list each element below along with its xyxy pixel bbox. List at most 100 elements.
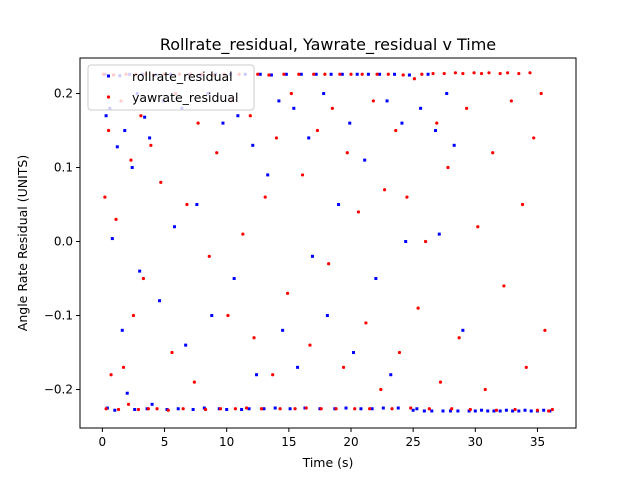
data-point-yawrate_residual <box>312 72 316 76</box>
data-point-yawrate_residual <box>405 195 409 199</box>
x-tick-label: 5 <box>161 435 169 449</box>
y-tick-label: 0.2 <box>54 87 73 101</box>
data-point-rollrate_residual <box>281 328 285 332</box>
data-point-yawrate_residual <box>282 72 286 76</box>
data-point-rollrate_residual <box>419 106 423 110</box>
data-point-rollrate_residual <box>404 240 408 244</box>
data-point-rollrate_residual <box>299 72 303 76</box>
data-point-yawrate_residual <box>394 128 398 133</box>
x-tick-label: 20 <box>343 435 358 449</box>
data-point-rollrate_residual <box>284 72 288 76</box>
data-point-rollrate_residual <box>310 254 314 258</box>
x-tick-label: 10 <box>219 435 234 449</box>
data-point-yawrate_residual <box>539 91 543 96</box>
data-point-rollrate_residual <box>378 72 382 76</box>
data-point-yawrate_residual <box>218 407 223 411</box>
data-point-yawrate_residual <box>390 407 394 411</box>
data-point-rollrate_residual <box>269 73 273 77</box>
y-tick-label: 0.1 <box>54 161 73 175</box>
data-point-rollrate_residual <box>441 409 445 413</box>
data-point-yawrate_residual <box>146 407 150 411</box>
data-point-rollrate_residual <box>348 121 352 125</box>
data-point-yawrate_residual <box>267 73 271 77</box>
data-point-yawrate_residual <box>435 121 439 125</box>
data-point-rollrate_residual <box>191 408 195 411</box>
data-point-rollrate_residual <box>210 314 214 318</box>
data-point-yawrate_residual <box>131 313 136 318</box>
data-point-yawrate_residual <box>109 373 113 377</box>
y-tick-label: −0.2 <box>44 383 73 397</box>
data-point-rollrate_residual <box>288 407 292 411</box>
data-point-yawrate_residual <box>453 71 458 75</box>
data-point-yawrate_residual <box>457 336 461 340</box>
data-point-yawrate_residual <box>371 99 375 103</box>
data-point-yawrate_residual <box>203 407 208 412</box>
data-point-yawrate_residual <box>338 72 342 76</box>
data-point-yawrate_residual <box>207 254 211 258</box>
series-yawrate_residual <box>102 71 554 413</box>
data-point-yawrate_residual <box>364 321 368 325</box>
y-tick-label: 0.0 <box>54 235 73 249</box>
legend-label-yawrate: yawrate_residual <box>132 90 238 105</box>
data-point-rollrate_residual <box>374 277 378 281</box>
data-point-yawrate_residual <box>353 407 357 411</box>
data-point-yawrate_residual <box>368 407 372 411</box>
legend: rollrate_residual yawrate_residual <box>87 64 255 111</box>
data-point-yawrate_residual <box>532 136 536 140</box>
data-point-rollrate_residual <box>445 92 449 96</box>
data-point-yawrate_residual <box>226 313 230 318</box>
data-point-rollrate_residual <box>393 72 397 76</box>
data-point-yawrate_residual <box>498 71 502 76</box>
data-point-rollrate_residual <box>529 409 533 413</box>
x-tick-label: 25 <box>406 435 421 449</box>
data-point-yawrate_residual <box>196 121 200 125</box>
data-point-yawrate_residual <box>323 72 327 76</box>
data-point-rollrate_residual <box>511 409 515 413</box>
data-point-yawrate_residual <box>450 407 454 411</box>
data-point-yawrate_residual <box>289 91 293 96</box>
data-point-yawrate_residual <box>155 407 159 411</box>
data-point-yawrate_residual <box>104 407 108 411</box>
x-tick-label: 35 <box>530 435 545 449</box>
data-point-yawrate_residual <box>438 380 443 384</box>
data-point-yawrate_residual <box>103 195 107 199</box>
data-point-rollrate_residual <box>504 408 508 412</box>
data-point-rollrate_residual <box>337 203 341 207</box>
data-point-yawrate_residual <box>278 407 282 411</box>
data-point-yawrate_residual <box>397 350 402 355</box>
data-point-rollrate_residual <box>467 409 471 413</box>
data-point-rollrate_residual <box>273 406 277 410</box>
data-point-yawrate_residual <box>341 365 346 369</box>
data-point-yawrate_residual <box>129 158 133 162</box>
axes-frame <box>79 57 577 429</box>
data-point-yawrate_residual <box>509 99 513 103</box>
data-point-yawrate_residual <box>420 72 424 76</box>
data-point-rollrate_residual <box>277 99 281 103</box>
data-point-yawrate_residual <box>416 306 420 310</box>
data-point-rollrate_residual <box>430 409 434 413</box>
data-point-yawrate_residual <box>185 202 189 207</box>
data-point-rollrate_residual <box>448 409 452 413</box>
data-point-yawrate_residual <box>494 408 499 412</box>
data-point-yawrate_residual <box>259 407 264 411</box>
data-point-yawrate_residual <box>356 210 361 214</box>
data-point-yawrate_residual <box>427 407 431 411</box>
data-point-rollrate_residual <box>434 129 438 133</box>
data-point-yawrate_residual <box>286 291 290 295</box>
data-point-yawrate_residual <box>543 328 547 332</box>
data-point-rollrate_residual <box>322 92 326 96</box>
data-point-rollrate_residual <box>236 114 240 118</box>
data-point-rollrate_residual <box>195 203 199 207</box>
data-point-yawrate_residual <box>315 128 320 133</box>
data-point-rollrate_residual <box>461 328 465 332</box>
data-point-rollrate_residual <box>486 409 490 413</box>
data-point-rollrate_residual <box>329 72 333 76</box>
data-point-rollrate_residual <box>120 328 124 332</box>
data-point-rollrate_residual <box>523 408 527 412</box>
data-point-yawrate_residual <box>461 71 465 76</box>
data-point-yawrate_residual <box>248 114 252 118</box>
data-point-yawrate_residual <box>349 72 353 76</box>
y-axis-ticks: −0.2 −0.1 0.0 0.1 0.2 <box>44 87 80 397</box>
data-point-rollrate_residual <box>247 407 251 411</box>
data-point-yawrate_residual <box>308 343 312 347</box>
